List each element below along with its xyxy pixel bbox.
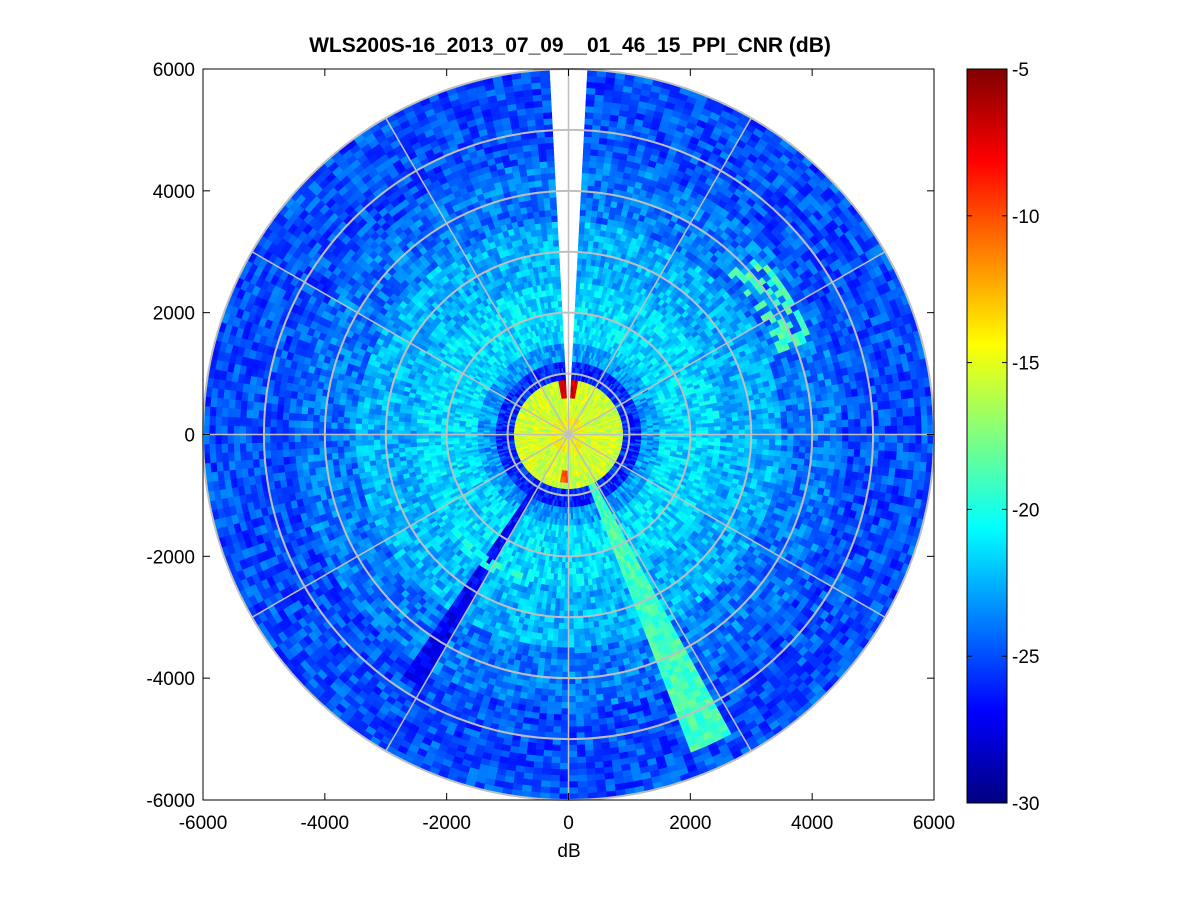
- field-cell: [560, 330, 564, 338]
- field-cell: [566, 409, 568, 417]
- field-cell: [564, 385, 567, 393]
- field-cell: [566, 415, 569, 423]
- chart-title: WLS200S-16_2013_07_09__01_46_15_PPI_CNR …: [309, 34, 831, 57]
- field-cell: [677, 428, 685, 432]
- field-cell: [559, 318, 564, 326]
- field-cell: [561, 342, 565, 350]
- field-cell: [452, 437, 460, 441]
- field-cell: [671, 428, 679, 433]
- field-cell: [561, 349, 565, 356]
- field-cell: [562, 361, 566, 369]
- field-cell: [570, 537, 575, 545]
- field-cell: [561, 355, 565, 362]
- field-cell: [565, 397, 568, 405]
- field-cell: [560, 336, 565, 344]
- field-cell: [571, 543, 575, 551]
- field-cell: [564, 391, 567, 399]
- field-cell: [458, 436, 466, 441]
- field-cell: [563, 379, 567, 387]
- field-cell: [559, 324, 564, 332]
- field-cell: [565, 403, 568, 411]
